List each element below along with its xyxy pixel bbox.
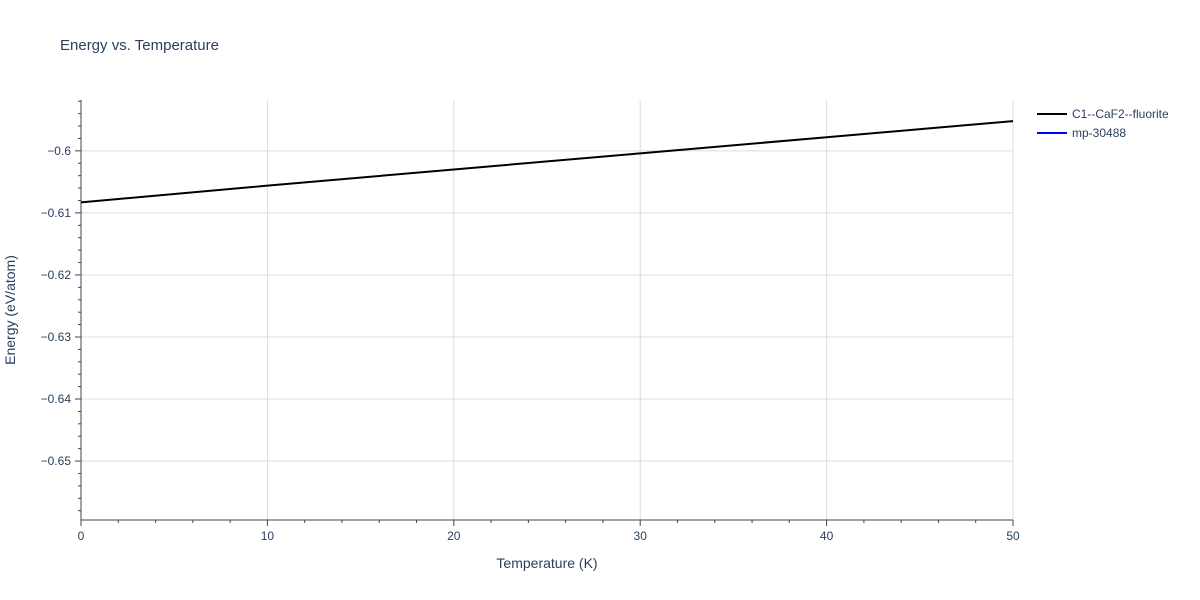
y-tick-label: −0.64 <box>41 392 72 406</box>
legend-label: mp-30488 <box>1072 126 1126 140</box>
legend-label: C1--CaF2--fluorite <box>1072 107 1169 121</box>
y-tick-label: −0.63 <box>41 330 72 344</box>
x-tick-label: 0 <box>78 529 85 543</box>
grid-layer <box>81 100 1014 520</box>
y-tick-label: −0.62 <box>41 268 72 282</box>
axes-layer: 0 10 20 30 40 50 −0.6 −0.61 −0.62 −0.63 −0.64 −0.65 <box>41 100 1020 543</box>
x-tick-label: 40 <box>820 529 834 543</box>
x-tick-label: 20 <box>447 529 461 543</box>
chart-title: Energy vs. Temperature <box>60 37 219 54</box>
legend: C1--CaF2--fluorite mp-30488 <box>1037 107 1169 140</box>
y-tick-label: −0.65 <box>41 454 72 468</box>
y-tick-label: −0.6 <box>47 144 71 158</box>
series-line-c1-caf2-fluorite <box>80 120 1014 204</box>
x-tick-label: 30 <box>634 529 648 543</box>
y-tick-label: −0.61 <box>41 206 72 220</box>
y-axis-title: Energy (eV/atom) <box>2 255 18 365</box>
x-tick-label: 10 <box>261 529 275 543</box>
series-layer <box>80 120 1014 204</box>
x-axis-title: Temperature (K) <box>496 555 597 571</box>
x-tick-label: 50 <box>1006 529 1020 543</box>
